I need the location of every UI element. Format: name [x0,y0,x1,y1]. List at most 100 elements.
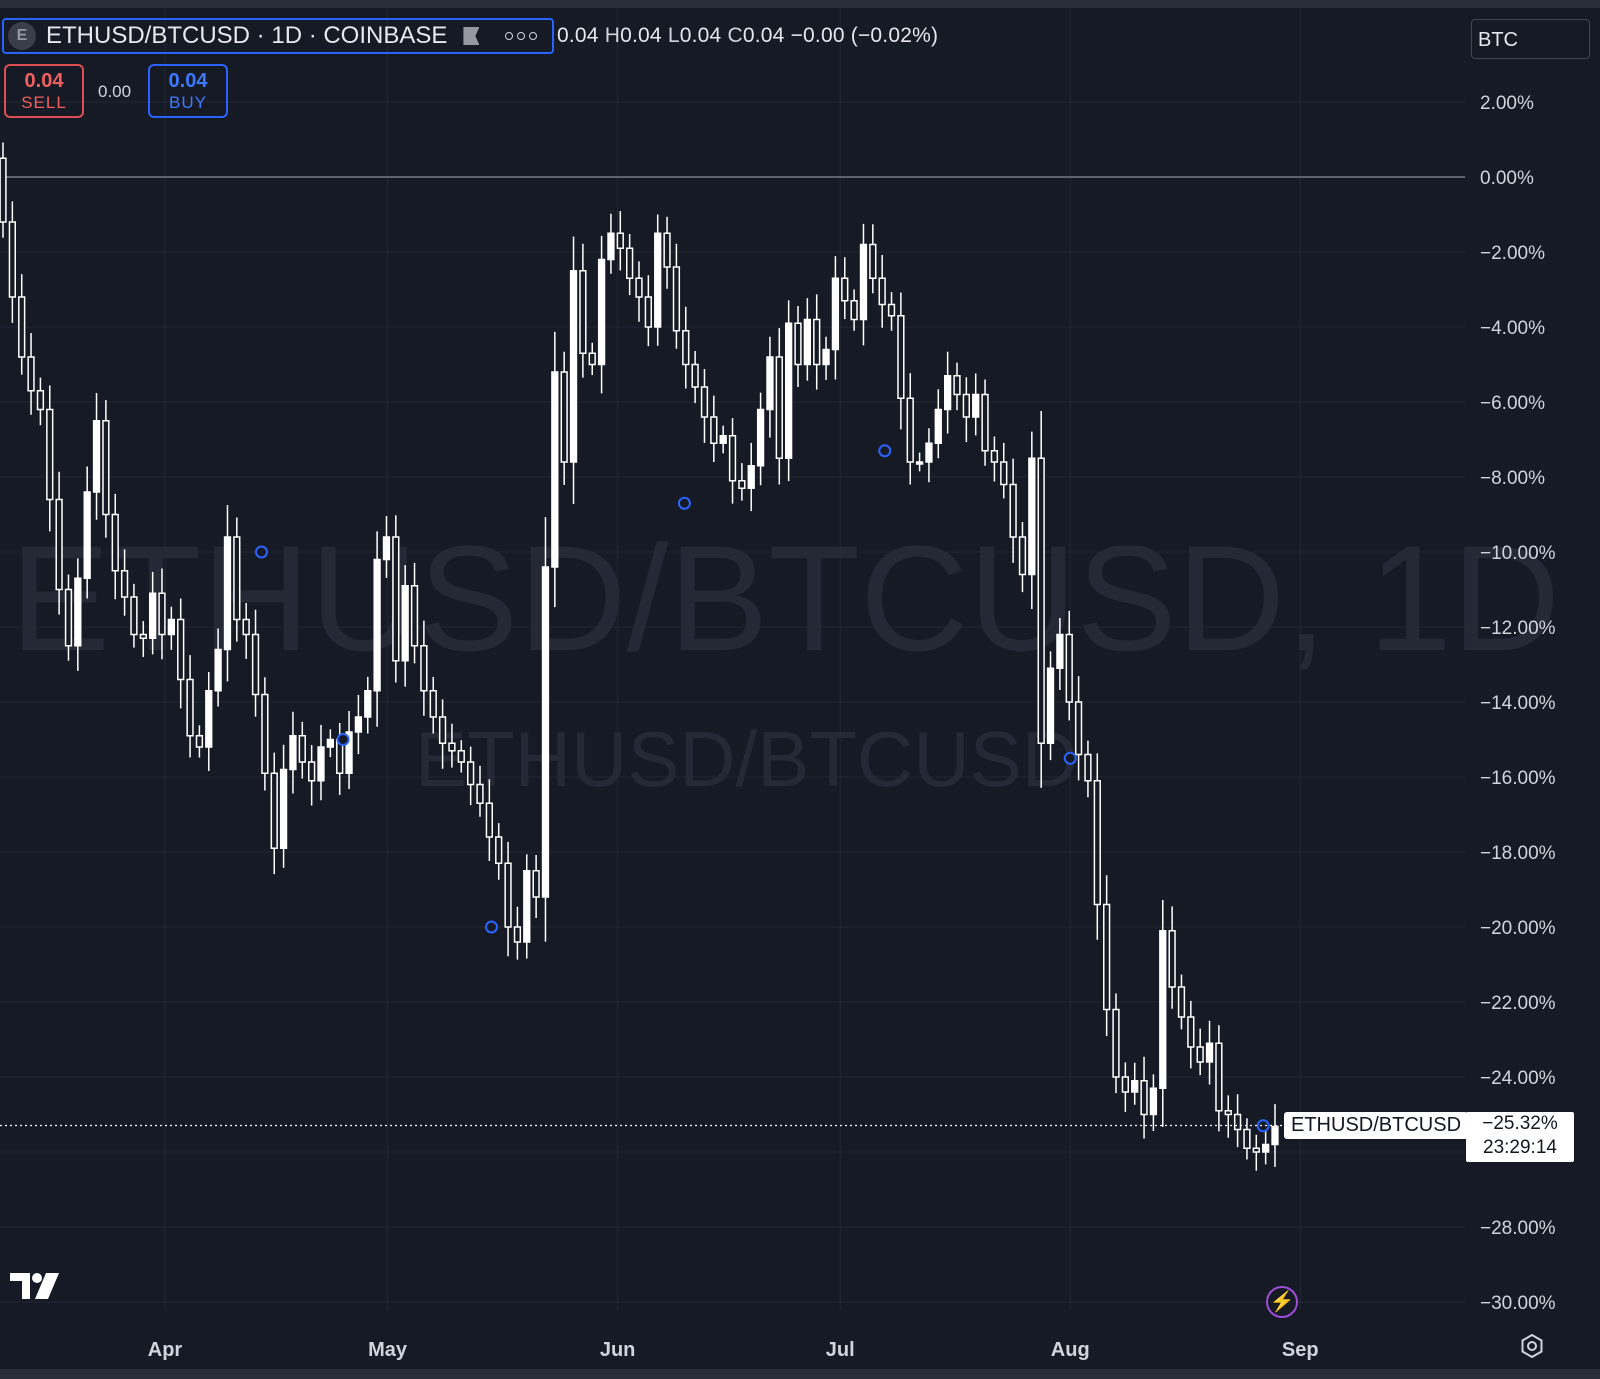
candle-body [64,588,73,647]
candle-body [307,761,316,782]
candle-body [364,690,372,718]
candle-body [654,232,662,328]
candle-body [148,592,157,639]
candle-body [457,750,465,763]
event-marker [677,496,691,510]
candle-body [177,618,185,681]
candle-body [1261,1143,1270,1153]
candle-body [195,735,204,748]
candle-body [635,277,643,298]
candle-body [579,270,587,354]
candle-body [523,870,531,943]
last-price-tag: −25.32% 23:29:14 [1466,1112,1574,1162]
symbol-header[interactable]: E ETHUSD/BTCUSD · 1D · COINBASE [2,18,554,54]
candle-body [738,480,746,489]
candle-body [1093,780,1101,906]
candle-body [541,566,550,898]
candle-body [1215,1042,1223,1112]
candle-body [1140,1080,1148,1116]
candle-body [1000,461,1008,486]
symbol-logo: E [8,22,36,50]
candle-body [728,435,737,482]
candle-body [401,585,409,662]
y-tick-label: −2.00% [1480,243,1545,264]
candle-body [1028,457,1036,576]
bar-countdown: 23:29:14 [1483,1137,1557,1158]
candle-body [925,442,933,463]
more-options-icon[interactable] [505,32,538,40]
candle-body [1252,1147,1260,1153]
candle-body [46,408,54,501]
candle-body [74,577,82,647]
buy-button[interactable]: 0.04 BUY [148,64,228,118]
spread-value: 0.00 [98,82,132,101]
candle-body [766,356,774,411]
candle-body [1009,483,1017,538]
candle-body [1037,457,1045,744]
candle-body [83,491,91,579]
sell-button[interactable]: 0.04 SELL [4,64,84,118]
candle-body [943,375,952,411]
event-marker [1256,1119,1270,1133]
currency-selector[interactable]: BTC [1471,19,1590,59]
candle-body [672,266,681,332]
candle-body [1224,1110,1232,1116]
bottom-border [0,1369,1600,1379]
candle-body [392,536,400,662]
candle-body [841,277,849,302]
candle-body [298,735,306,763]
candle-body [775,356,783,459]
candle-body [953,375,961,396]
flag-icon[interactable] [463,27,480,45]
candle-body [756,408,765,467]
candle-body [869,243,877,279]
candle-body [345,731,353,774]
candle-body [1046,667,1055,744]
candle-body [850,300,858,321]
y-tick-label: −30.00% [1480,1293,1556,1314]
y-tick-label: −28.00% [1480,1218,1556,1239]
candle-body [1271,1125,1279,1146]
close-value: 0.04 [742,24,785,47]
candle-body [55,498,63,591]
y-tick-label: −4.00% [1480,318,1545,339]
candle-body [242,618,250,636]
candle-body [644,296,653,328]
y-tick-label: −22.00% [1480,993,1556,1014]
candle-body [1102,903,1111,1011]
candle-body [616,232,624,249]
candle-body [373,558,381,692]
candle-body [1205,1042,1214,1063]
candle-body [710,416,718,444]
candle-body [700,386,709,418]
watermark-title: ETHUSD/BTCUSD, 1D [10,514,1560,682]
open-value: 0.04 [557,24,599,47]
candle-body [1177,986,1186,1018]
x-tick-label: Jul [826,1339,855,1361]
settings-icon[interactable] [1520,1333,1544,1363]
last-price-value: −25.32% [1482,1113,1558,1134]
candle-body [551,371,559,568]
candle-body [1074,701,1083,756]
event-marker [878,444,892,458]
candle-body [1056,633,1064,669]
tradingview-logo[interactable] [10,1273,60,1304]
candle-body [747,465,755,489]
candle-body [18,296,26,358]
candle-body [0,157,7,223]
candle-body [410,585,419,647]
y-tick-label: −12.00% [1480,618,1556,639]
x-tick-label: Aug [1051,1339,1090,1361]
candle-body [420,645,428,692]
symbol-title[interactable]: ETHUSD/BTCUSD · 1D · COINBASE [46,22,448,49]
watermark-symbol: ETHUSD/BTCUSD [415,715,1078,803]
candle-body [111,513,119,572]
candle-body [962,393,971,418]
candle-body [1243,1128,1251,1149]
candle-body [794,322,802,366]
lightning-icon[interactable]: ⚡ [1266,1286,1298,1318]
candle-body [588,352,596,366]
x-tick-label: Jun [600,1339,636,1361]
candle-body [382,536,391,561]
